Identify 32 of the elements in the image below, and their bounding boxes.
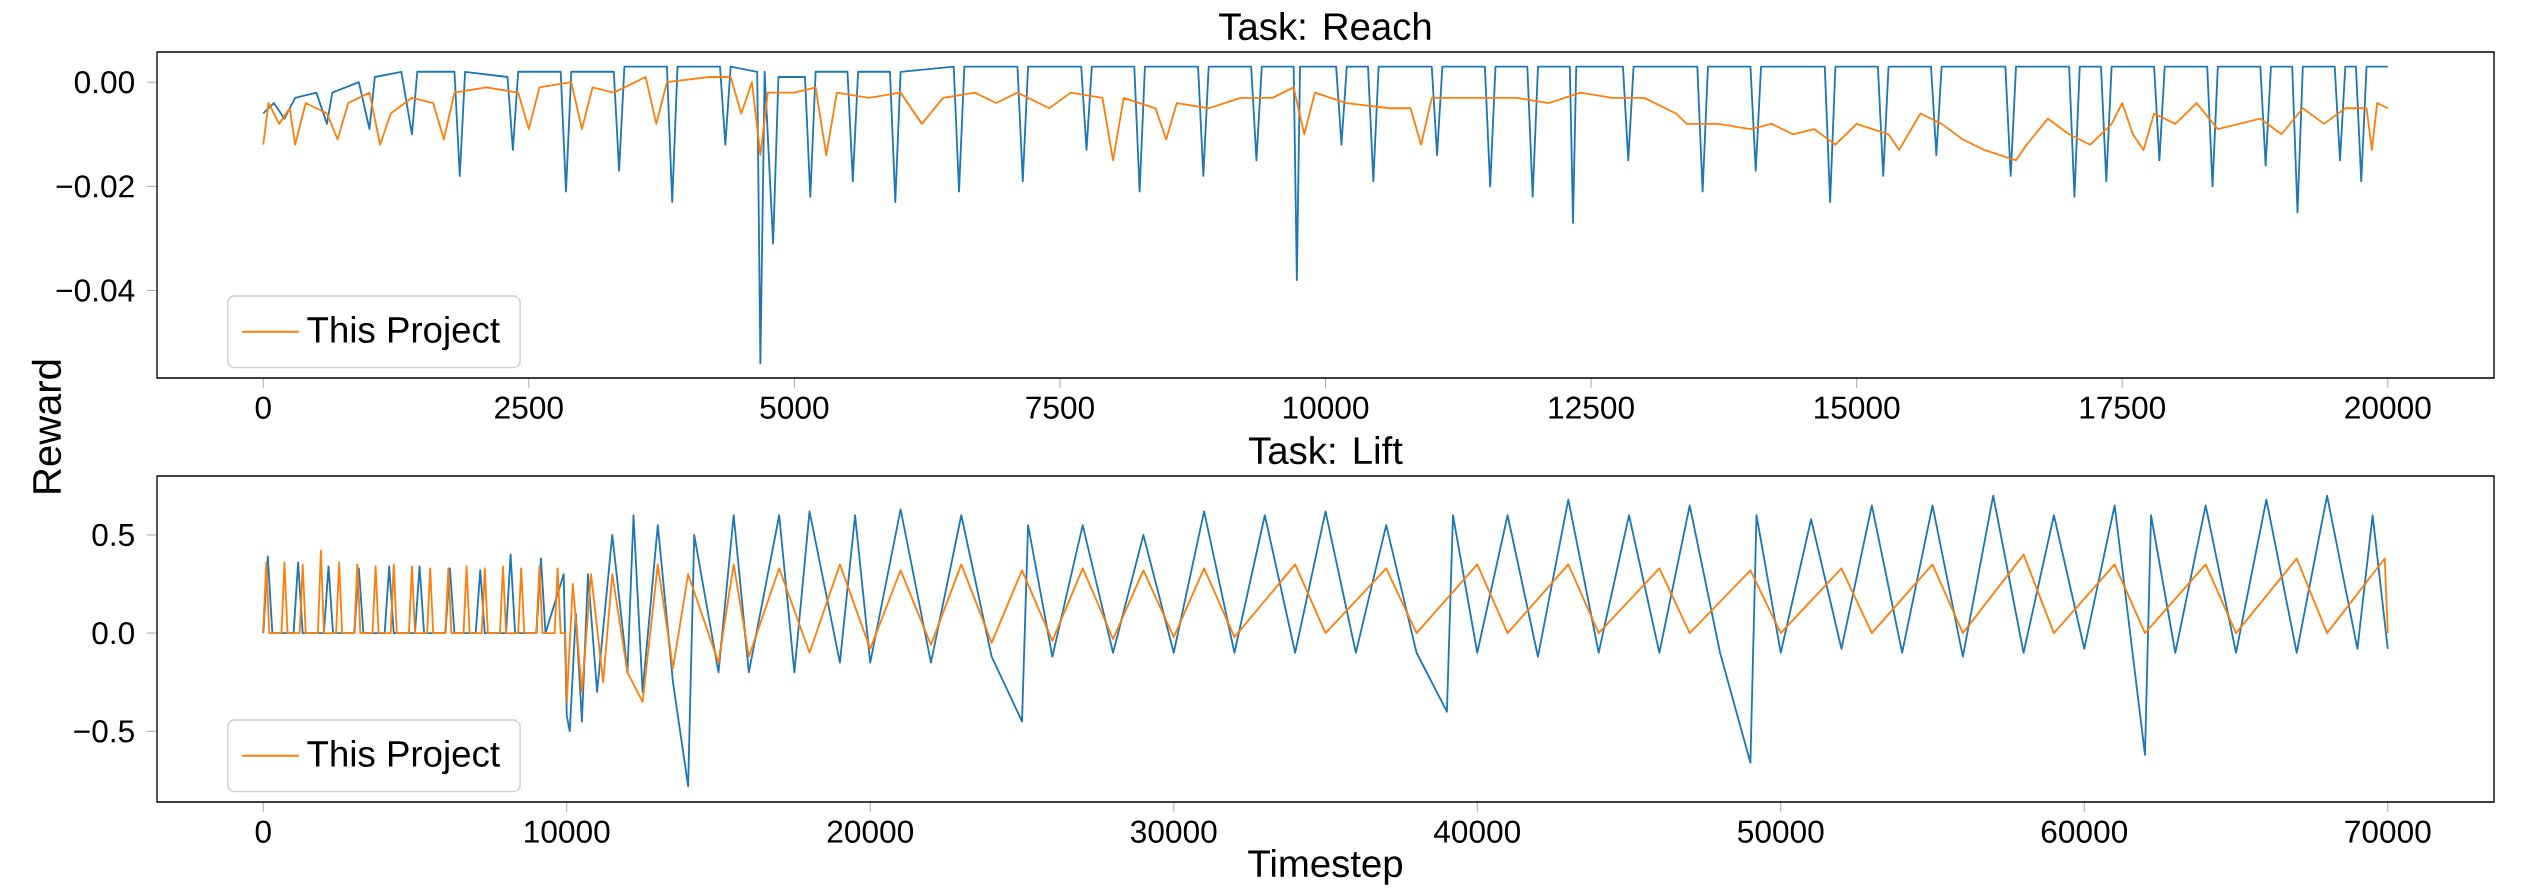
- legend-label: This Project: [307, 740, 500, 775]
- chart-title: Task: Lift: [1248, 436, 1403, 465]
- y-tick-label: −0.5: [74, 720, 134, 743]
- x-tick-label: 12500: [1549, 396, 1634, 419]
- x-tick-label: 7500: [1026, 396, 1094, 419]
- x-tick-label: 2500: [495, 396, 563, 419]
- x-tick-label: 30000: [1130, 820, 1217, 843]
- y-axis-title: Reward: [31, 360, 62, 493]
- x-tick-label: 10000: [1283, 396, 1369, 419]
- line-series: [262, 65, 2389, 365]
- chart-title: Task: Reach: [1219, 12, 1431, 41]
- x-tick-label: 17500: [2080, 396, 2165, 419]
- x-axis-title: Timestep: [1248, 849, 1402, 885]
- x-tick-label: 40000: [1433, 820, 1521, 843]
- x-tick-label: 70000: [2345, 820, 2431, 843]
- y-tick-label: 0.5: [92, 523, 134, 547]
- y-tick-label: 0.00: [74, 71, 134, 94]
- x-tick-label: 0: [255, 396, 271, 419]
- y-tick-label: −0.02: [56, 175, 134, 198]
- x-tick-label: 60000: [2041, 820, 2128, 843]
- x-tick-label: 20000: [2345, 396, 2431, 419]
- x-tick-label: 15000: [1815, 396, 1900, 419]
- y-tick-label: 0.0: [92, 621, 134, 645]
- line-series: [262, 549, 2389, 703]
- y-tick-label: −0.04: [56, 279, 135, 302]
- x-tick-label: 20000: [827, 820, 914, 843]
- x-tick-label: 50000: [1737, 820, 1824, 843]
- x-tick-label: 5000: [760, 396, 829, 419]
- x-tick-label: 10000: [525, 820, 610, 843]
- line-series: [262, 494, 2389, 788]
- x-tick-label: 0: [255, 820, 271, 843]
- legend-label: This Project: [307, 316, 500, 351]
